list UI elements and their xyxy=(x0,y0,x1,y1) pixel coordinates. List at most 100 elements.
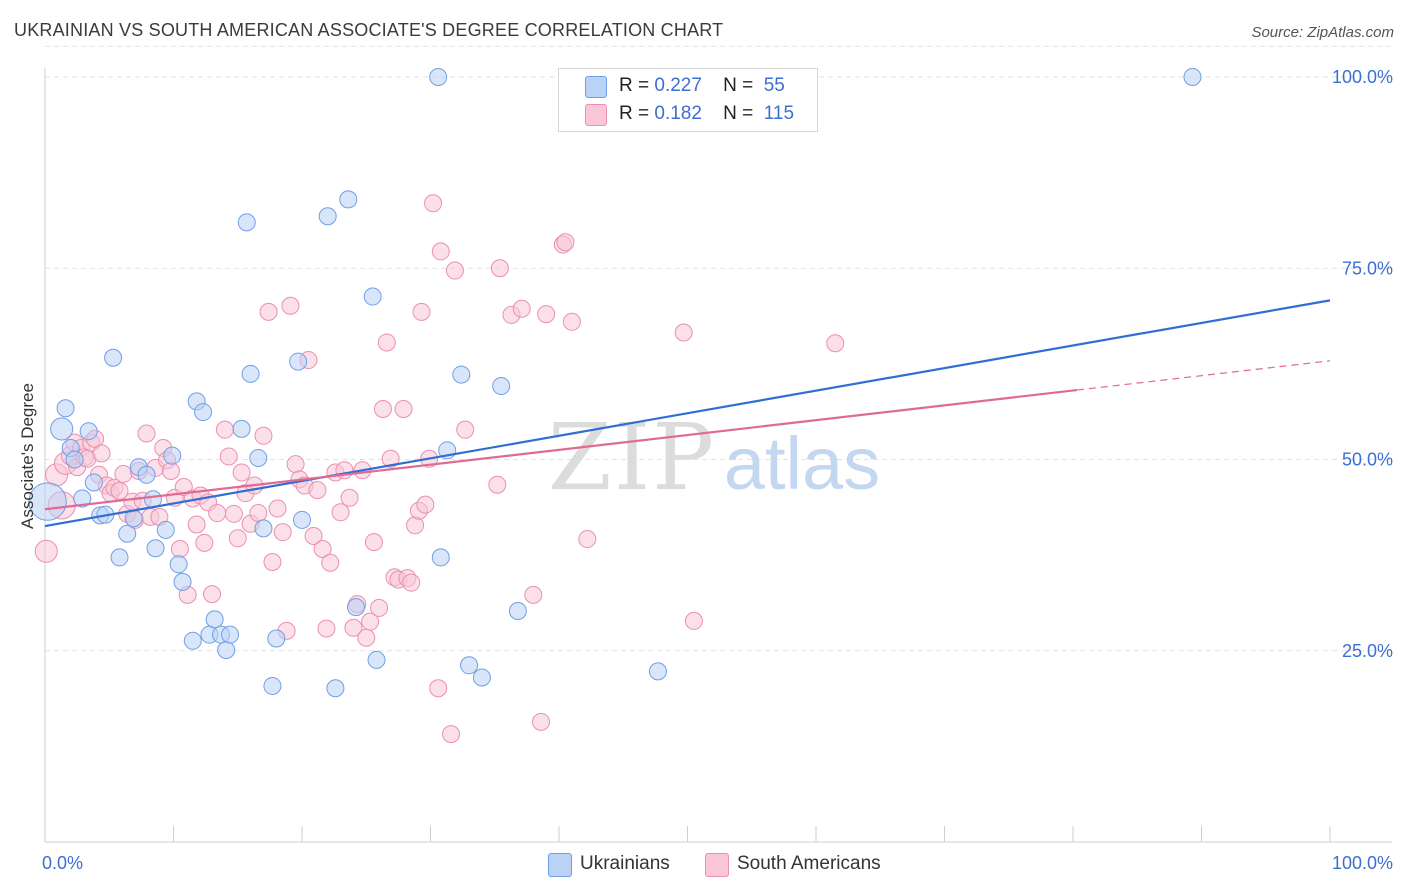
ukrainian-point xyxy=(205,610,224,629)
bottom-legend-label: Ukrainians xyxy=(580,853,670,874)
axes xyxy=(44,68,1392,843)
ukrainian-point xyxy=(84,473,103,492)
south-american-point xyxy=(317,619,336,638)
ukrainian-point xyxy=(1183,68,1202,86)
south-american-point xyxy=(208,504,227,523)
south-american-point xyxy=(259,302,278,321)
south-american-point xyxy=(263,553,282,572)
south-american-point xyxy=(161,461,180,480)
tick-labels: 25.0% 50.0% 75.0% 100.0% 0.0% 100.0% xyxy=(42,67,1393,873)
south-american-point xyxy=(170,540,189,559)
ukrainian-point xyxy=(249,448,268,467)
ukrainian-point xyxy=(293,510,311,529)
ukrainian-point xyxy=(65,450,84,469)
series-south-americans xyxy=(34,194,845,744)
south-american-point xyxy=(402,573,421,592)
legend-r-label: R = xyxy=(619,75,650,96)
south-american-point xyxy=(429,679,448,698)
south-american-point xyxy=(364,533,383,552)
south-american-point xyxy=(313,540,332,559)
legend-swatch-ukrainians xyxy=(585,76,607,98)
south-american-point xyxy=(357,628,376,647)
south-american-point xyxy=(377,333,396,352)
ukrainian-point xyxy=(429,68,448,86)
south-american-point xyxy=(361,612,380,631)
ukrainian-point xyxy=(492,377,511,396)
legend-n-label: N = xyxy=(723,103,754,124)
south-american-point xyxy=(445,261,464,280)
legend-n-label: N = xyxy=(723,75,754,96)
ukrainian-point xyxy=(183,631,202,650)
ukrainian-point xyxy=(367,650,386,669)
south-american-point xyxy=(532,712,551,731)
south-american-point xyxy=(232,463,251,482)
legend-swatch-south-americans xyxy=(585,104,607,126)
south-american-point xyxy=(537,305,556,324)
south-american-point xyxy=(556,233,575,252)
trend-line-south-americans xyxy=(44,388,1077,511)
south-american-point xyxy=(137,424,156,443)
south-american-point xyxy=(195,533,214,552)
ukrainian-point xyxy=(146,539,165,558)
ukrainian-point xyxy=(118,524,137,543)
south-american-point xyxy=(394,400,413,419)
ukrainian-point xyxy=(289,352,308,371)
south-american-point xyxy=(308,481,327,500)
south-american-point xyxy=(412,302,431,321)
ukrainian-point xyxy=(110,548,129,567)
watermark-atlas: atlas xyxy=(724,422,880,505)
ukrainian-point xyxy=(318,207,337,226)
source-label: Source: ZipAtlas.com xyxy=(1251,24,1394,41)
south-american-point xyxy=(215,420,234,439)
chart-title: UKRAINIAN VS SOUTH AMERICAN ASSOCIATE'S … xyxy=(14,20,724,40)
ukrainian-point xyxy=(363,287,382,306)
ukrainian-point xyxy=(56,399,75,418)
south-american-point xyxy=(562,312,581,331)
ukrainian-point xyxy=(508,601,527,620)
trend-line-south-americans-extension xyxy=(1076,360,1331,391)
trend-lines xyxy=(44,299,1331,528)
south-american-point xyxy=(370,598,389,617)
south-american-point xyxy=(826,334,845,353)
series-ukrainians xyxy=(28,68,1202,698)
y-tick-label: 100.0% xyxy=(1332,67,1393,87)
legend-r-value: 0.182 xyxy=(654,103,702,124)
ukrainian-point xyxy=(50,417,74,441)
south-american-point xyxy=(254,426,273,445)
south-american-point xyxy=(381,449,400,468)
ukrainian-point xyxy=(346,598,365,617)
south-american-point xyxy=(674,323,693,342)
legend-r-value: 0.227 xyxy=(654,75,702,96)
ukrainian-point xyxy=(221,625,240,644)
south-american-point xyxy=(219,447,238,466)
ukrainian-point xyxy=(79,422,98,441)
ukrainian-point xyxy=(339,190,358,209)
ukrainian-point xyxy=(232,419,251,438)
y-axis-label: Associate's Degree xyxy=(18,383,37,529)
south-american-point xyxy=(249,504,268,523)
legend-n-value: 55 xyxy=(763,75,785,96)
south-american-point xyxy=(321,553,340,572)
y-tick-label: 75.0% xyxy=(1342,258,1393,278)
trend-line-ukrainians xyxy=(44,299,1331,528)
south-american-point xyxy=(187,515,206,534)
south-american-point xyxy=(224,504,243,523)
x-tick-label: 100.0% xyxy=(1332,853,1393,873)
ukrainian-point xyxy=(241,364,260,383)
south-american-point xyxy=(228,529,247,548)
south-american-point xyxy=(340,488,359,507)
ukrainian-point xyxy=(431,548,450,567)
bottom-legend-swatch-ukrainians xyxy=(548,853,572,877)
south-american-point xyxy=(304,527,323,545)
south-american-point xyxy=(331,503,350,522)
watermark: ZIP atlas xyxy=(548,404,880,511)
south-american-point xyxy=(490,259,509,278)
ukrainian-point xyxy=(73,489,92,508)
south-american-point xyxy=(114,465,133,484)
y-tick-label: 25.0% xyxy=(1342,641,1393,661)
south-american-point xyxy=(373,400,392,419)
south-american-point xyxy=(34,539,58,563)
ukrainian-point xyxy=(169,555,188,574)
south-american-point xyxy=(578,530,597,549)
